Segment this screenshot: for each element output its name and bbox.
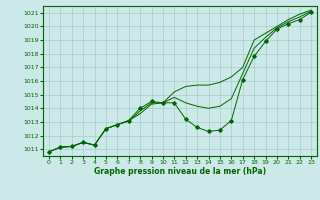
- X-axis label: Graphe pression niveau de la mer (hPa): Graphe pression niveau de la mer (hPa): [94, 167, 266, 176]
